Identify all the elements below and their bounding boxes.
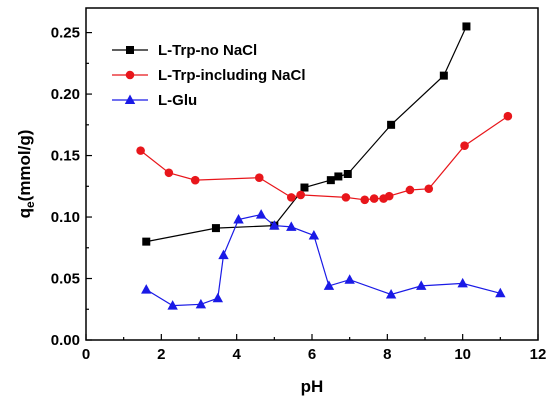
y-axis-title-unit: (mmol/g) (15, 130, 34, 202)
data-point (439, 71, 448, 80)
y-axis-title: qe(mmol/g) (15, 130, 37, 219)
y-tick-label: 0.05 (51, 271, 80, 288)
data-point (457, 277, 468, 288)
data-point (141, 284, 152, 294)
data-point (334, 172, 343, 181)
series-2 (136, 111, 513, 205)
data-point (218, 249, 229, 260)
x-tick-label: 12 (530, 346, 547, 363)
data-point (164, 168, 174, 178)
data-point (326, 176, 335, 185)
series-line (140, 115, 509, 201)
data-point (387, 120, 396, 129)
legend-marker (125, 70, 135, 80)
data-point (286, 221, 297, 231)
x-tick-label: 8 (383, 346, 391, 363)
legend-label: L-Glu (158, 92, 197, 109)
data-point (341, 193, 351, 202)
data-point (195, 298, 207, 309)
data-point (308, 229, 320, 240)
data-point (190, 175, 200, 185)
legend-entry-3: L-Glu (112, 92, 197, 109)
plot-area (136, 22, 513, 310)
data-point (424, 184, 434, 194)
y-axis-title-main: q (15, 208, 34, 218)
legend-label: L-Trp-no NaCl (158, 42, 257, 59)
data-point (167, 300, 178, 310)
data-point (495, 287, 506, 298)
legend-marker (124, 94, 136, 104)
data-point (460, 141, 469, 151)
x-tick-label: 10 (454, 346, 471, 363)
axes: 0 2 4 6 8 10 12 0.00 0.05 0.10 0.15 0.20 0.25 (51, 7, 547, 363)
y-tick-label: 0.10 (51, 209, 80, 226)
data-point (416, 280, 427, 290)
legend-label: L-Trp-including NaCl (158, 67, 306, 84)
legend: L-Trp-no NaCl L-Trp-including NaCl L-Glu (112, 42, 306, 109)
data-point (462, 22, 471, 31)
y-tick-label: 0.15 (51, 148, 80, 165)
data-point (254, 173, 264, 182)
data-point (360, 195, 370, 205)
series-3 (141, 209, 506, 310)
data-point (385, 289, 397, 299)
plot-frame (85, 7, 539, 341)
data-point (300, 183, 309, 192)
data-point (405, 185, 415, 195)
data-point (255, 209, 267, 219)
data-point (296, 190, 306, 200)
data-point (233, 213, 244, 224)
x-tick-label: 2 (157, 346, 165, 363)
data-point (286, 193, 296, 202)
legend-entry-1: L-Trp-no NaCl (112, 42, 257, 59)
data-point (343, 170, 352, 178)
data-point (269, 220, 280, 230)
legend-marker (126, 46, 134, 54)
data-point (211, 224, 220, 233)
y-tick-label: 0.00 (51, 332, 80, 349)
x-axis-title: pH (301, 377, 324, 396)
data-point (384, 191, 394, 201)
data-point (136, 146, 145, 155)
legend-entry-2: L-Trp-including NaCl (112, 67, 306, 84)
x-tick-label: 4 (232, 346, 241, 363)
data-point (344, 274, 355, 284)
y-axis-title-subscript: e (23, 201, 37, 208)
series-1 (142, 22, 471, 246)
x-tick-label: 0 (82, 346, 90, 363)
series-line (145, 213, 501, 307)
data-point (323, 280, 335, 290)
data-point (503, 111, 513, 121)
data-point (212, 292, 224, 303)
data-point (142, 237, 151, 246)
x-tick-label: 6 (308, 346, 316, 363)
data-point (369, 194, 379, 203)
y-tick-label: 0.25 (51, 25, 80, 42)
y-tick-label: 0.20 (51, 86, 80, 103)
